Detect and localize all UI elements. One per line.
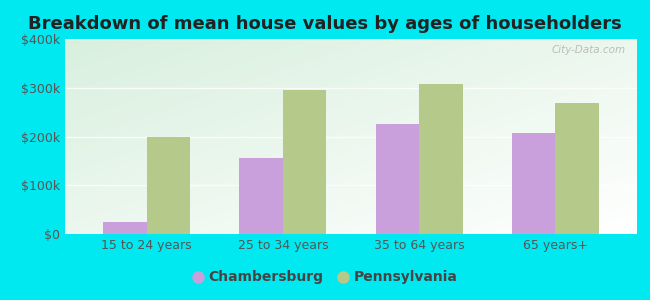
Bar bbox=[419, 84, 463, 234]
Bar bbox=[376, 124, 419, 234]
Bar bbox=[239, 158, 283, 234]
Bar bbox=[103, 222, 147, 234]
Bar bbox=[512, 133, 555, 234]
Legend: Chambersburg, Pennsylvania: Chambersburg, Pennsylvania bbox=[187, 265, 463, 290]
Text: City-Data.com: City-Data.com bbox=[551, 45, 625, 55]
Bar bbox=[283, 90, 326, 234]
Bar bbox=[147, 136, 190, 234]
Text: Breakdown of mean house values by ages of householders: Breakdown of mean house values by ages o… bbox=[28, 15, 622, 33]
Bar bbox=[555, 103, 599, 234]
